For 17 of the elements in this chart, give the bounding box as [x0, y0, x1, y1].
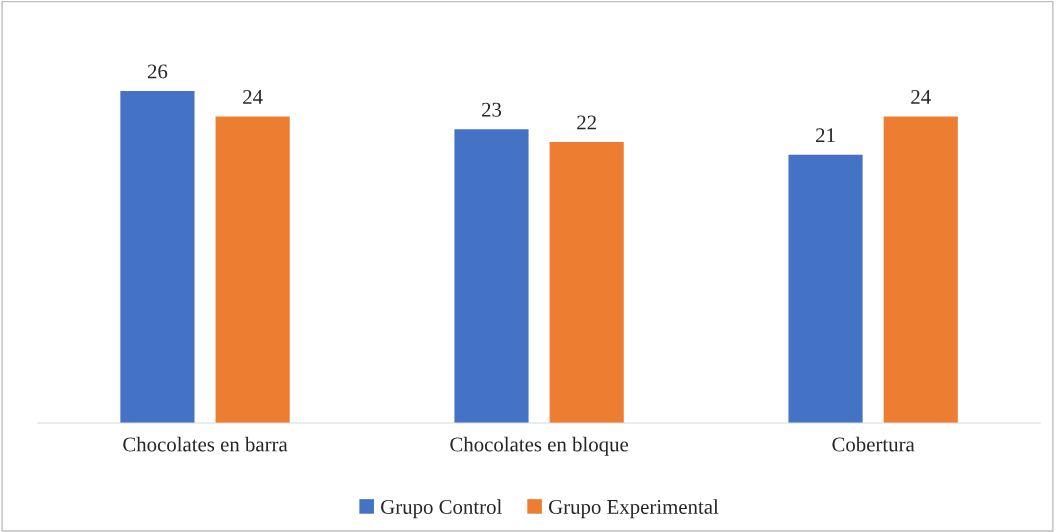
data-label: 21 — [816, 128, 835, 143]
x-tick-label: Chocolates en bloque — [450, 436, 629, 456]
data-label: 26 — [147, 64, 168, 79]
bar — [883, 116, 958, 423]
x-tick-label: Cobertura — [832, 436, 915, 452]
bar — [120, 91, 195, 423]
bar — [454, 129, 529, 423]
data-label: 24 — [911, 89, 931, 104]
bar — [215, 116, 290, 423]
data-label: 24 — [243, 89, 263, 104]
data-label: 22 — [577, 115, 596, 130]
legend-label: Grupo Experimental — [549, 499, 719, 519]
bar — [549, 142, 624, 423]
bar — [788, 154, 863, 423]
x-tick-label: Chocolates en barra — [123, 436, 288, 452]
legend-label: Grupo Control — [381, 499, 502, 519]
data-label: 23 — [481, 102, 502, 117]
